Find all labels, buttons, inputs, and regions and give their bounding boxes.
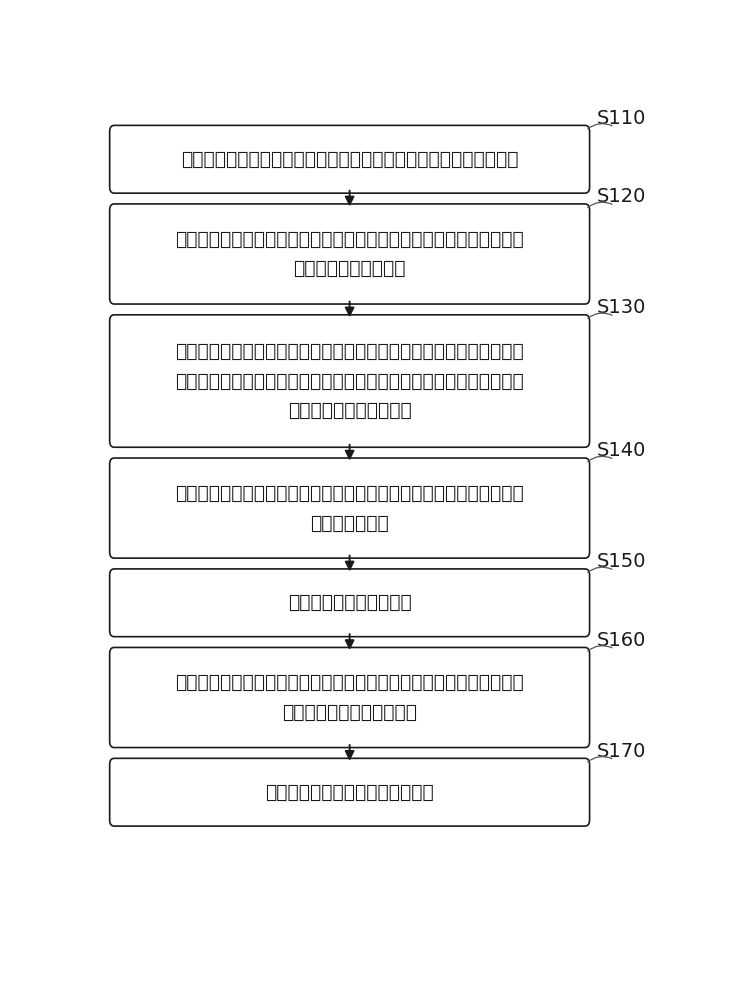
Text: S160: S160 xyxy=(597,631,646,650)
FancyBboxPatch shape xyxy=(110,315,589,447)
Text: S110: S110 xyxy=(597,109,646,128)
Text: 获取交易任务的任务信息: 获取交易任务的任务信息 xyxy=(288,593,411,612)
Text: S120: S120 xyxy=(597,187,646,206)
Text: 获取客户端发送的交易任务的请求信息，所述请求信息包括任务类别: 获取客户端发送的交易任务的请求信息，所述请求信息包括任务类别 xyxy=(181,150,518,169)
Text: 产品的产品信息: 产品的产品信息 xyxy=(310,513,389,532)
Text: 述交易任务的交易产品: 述交易任务的交易产品 xyxy=(294,259,406,278)
Text: 干交易产品中确定目标交易产品，以及根据所述目标交易产品的产品信: 干交易产品中确定目标交易产品，以及根据所述目标交易产品的产品信 xyxy=(175,372,524,391)
Text: 将所述标识号和若干交易产品发送给客户端，以使所述客户端在所述若: 将所述标识号和若干交易产品发送给客户端，以使所述客户端在所述若 xyxy=(175,342,524,361)
Text: 基于所述商户表完成所述交易任务: 基于所述商户表完成所述交易任务 xyxy=(265,783,434,802)
FancyBboxPatch shape xyxy=(110,125,589,193)
Text: S140: S140 xyxy=(597,441,646,460)
Text: 根据所述请求信息确定与所述任务类别对应的标识号和若干用于完成所: 根据所述请求信息确定与所述任务类别对应的标识号和若干用于完成所 xyxy=(175,230,524,249)
FancyBboxPatch shape xyxy=(110,647,589,748)
FancyBboxPatch shape xyxy=(110,458,589,558)
FancyBboxPatch shape xyxy=(110,758,589,826)
Text: S130: S130 xyxy=(597,298,646,317)
Text: S150: S150 xyxy=(597,552,646,571)
Text: 根据所述任务信息和所述配置好的标识号生成商户表，所述商户表包括: 根据所述任务信息和所述配置好的标识号生成商户表，所述商户表包括 xyxy=(175,673,524,692)
Text: 息对所述标识号进行配置: 息对所述标识号进行配置 xyxy=(288,401,411,420)
Text: 用于指示交易对象的商户号: 用于指示交易对象的商户号 xyxy=(282,703,417,722)
Text: S170: S170 xyxy=(597,742,646,761)
FancyBboxPatch shape xyxy=(110,204,589,304)
FancyBboxPatch shape xyxy=(110,569,589,637)
Text: 获取客户端发送的配置好的标识号，所述配置好的标识号包括目标交易: 获取客户端发送的配置好的标识号，所述配置好的标识号包括目标交易 xyxy=(175,484,524,503)
